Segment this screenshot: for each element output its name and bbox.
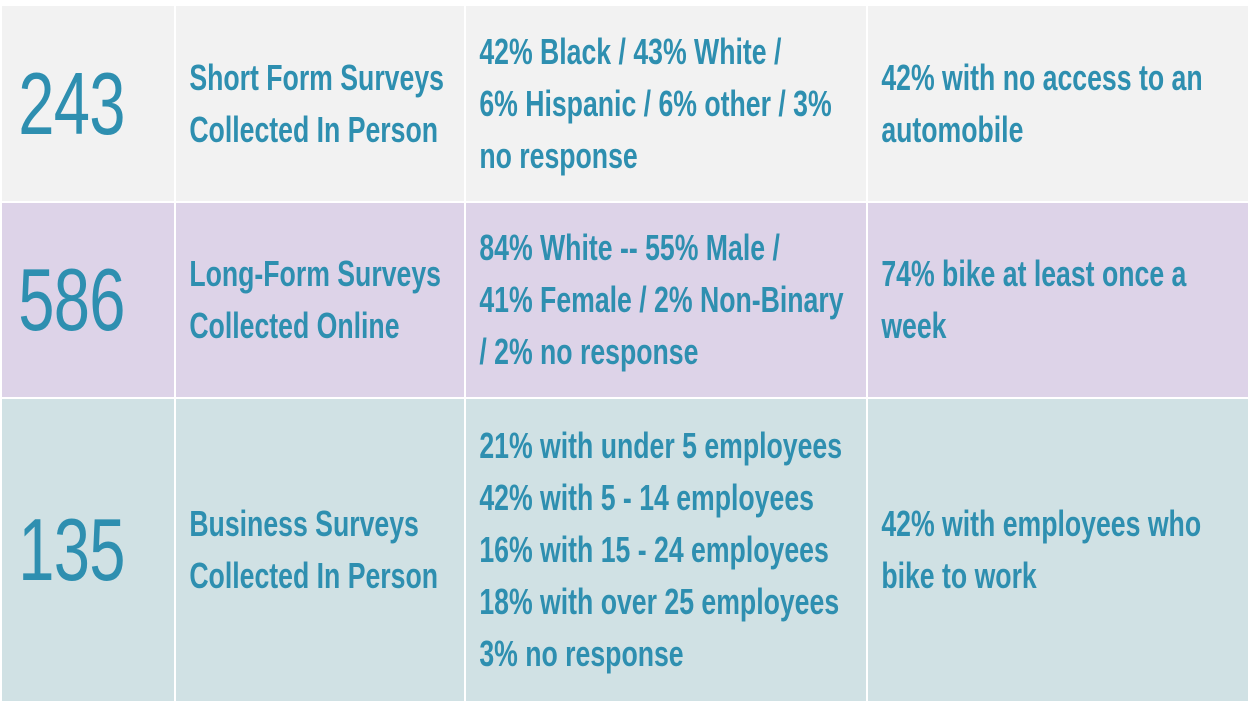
demographics-cell: 21% with under 5 employees 42% with 5 - … xyxy=(464,397,868,703)
survey-type-line: Long-Form Surveys xyxy=(189,253,441,294)
survey-type-cell: Short Form Surveys Collected In Person xyxy=(174,4,466,203)
count-cell: 135 xyxy=(0,397,176,703)
demographics: 21% with under 5 employees 42% with 5 - … xyxy=(466,420,843,680)
survey-count: 586 xyxy=(18,250,125,349)
survey-type: Short Form Surveys Collected In Person xyxy=(176,52,444,156)
survey-summary-table: 243 Short Form Surveys Collected In Pers… xyxy=(0,4,1248,703)
count-cell: 243 xyxy=(0,4,176,203)
survey-type-cell: Business Surveys Collected In Person xyxy=(174,397,466,703)
survey-type-line: Collected In Person xyxy=(189,555,439,596)
highlight-line: automobile xyxy=(881,108,1024,150)
survey-type: Business Surveys Collected In Person xyxy=(176,498,439,602)
demographics-line: 18% with over 25 employees xyxy=(479,581,840,622)
demographics-line: 41% Female / 2% Non-Binary xyxy=(479,279,844,320)
highlight-line: week xyxy=(881,305,947,346)
demographics-line: 16% with 15 - 24 employees xyxy=(479,529,829,570)
demographics-line: 21% with under 5 employees xyxy=(479,425,843,466)
survey-type: Long-Form Surveys Collected Online xyxy=(176,248,441,352)
highlight: 74% bike at least once a week xyxy=(868,248,1187,352)
survey-count: 243 xyxy=(18,53,125,153)
table-row-long-form: 586 Long-Form Surveys Collected Online 8… xyxy=(0,201,1248,399)
demographics-line: 42% with 5 - 14 employees xyxy=(479,477,814,518)
table-row-business: 135 Business Surveys Collected In Person… xyxy=(0,397,1248,703)
demographics: 42% Black / 43% White / 6% Hispanic / 6%… xyxy=(466,26,832,182)
demographics-cell: 42% Black / 43% White / 6% Hispanic / 6%… xyxy=(464,4,868,203)
highlight: 42% with no access to an automobile xyxy=(868,52,1203,156)
survey-type-line: Collected In Person xyxy=(189,108,439,150)
demographics-line: 84% White -- 55% Male / xyxy=(479,227,780,268)
highlight-cell: 74% bike at least once a week xyxy=(866,201,1248,399)
demographics-line: 3% no response xyxy=(479,633,684,674)
demographics-cell: 84% White -- 55% Male / 41% Female / 2% … xyxy=(464,201,868,399)
table-row-short-form: 243 Short Form Surveys Collected In Pers… xyxy=(0,4,1248,203)
highlight-line: 42% with no access to an xyxy=(881,56,1203,98)
survey-type-line: Collected Online xyxy=(189,305,400,346)
highlight-line: 42% with employees who xyxy=(881,503,1202,544)
highlight-line: 74% bike at least once a xyxy=(881,253,1187,294)
demographics-line: 42% Black / 43% White / xyxy=(479,30,782,72)
survey-type-cell: Long-Form Surveys Collected Online xyxy=(174,201,466,399)
highlight: 42% with employees who bike to work xyxy=(868,498,1202,602)
highlight-cell: 42% with employees who bike to work xyxy=(866,397,1248,703)
demographics-line: / 2% no response xyxy=(479,331,699,372)
survey-type-line: Short Form Surveys xyxy=(189,56,444,98)
highlight-line: bike to work xyxy=(881,555,1037,596)
demographics: 84% White -- 55% Male / 41% Female / 2% … xyxy=(466,222,844,378)
demographics-line: no response xyxy=(479,134,638,176)
count-cell: 586 xyxy=(0,201,176,399)
survey-type-line: Business Surveys xyxy=(189,503,419,544)
demographics-line: 6% Hispanic / 6% other / 3% xyxy=(479,82,832,124)
highlight-cell: 42% with no access to an automobile xyxy=(866,4,1248,203)
survey-count: 135 xyxy=(18,500,125,599)
